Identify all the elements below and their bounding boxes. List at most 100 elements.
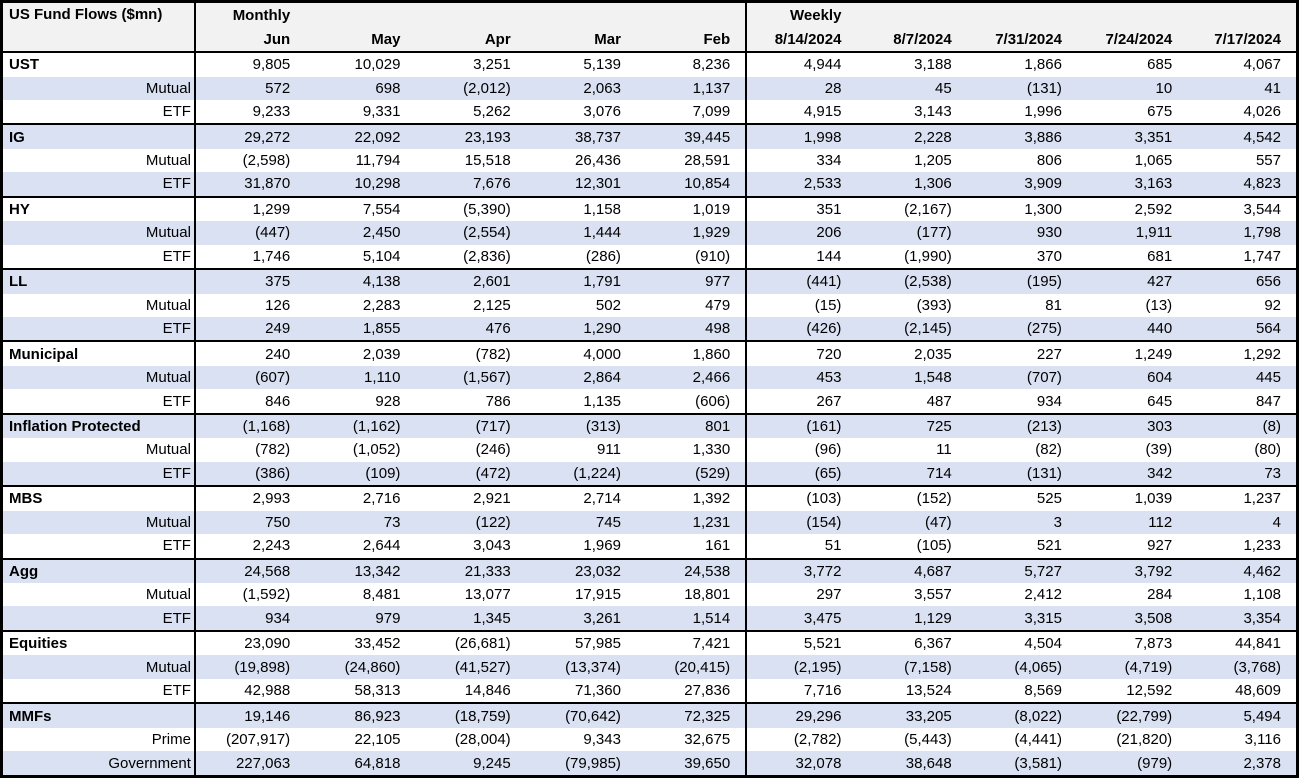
value-cell: (7,158) (856, 655, 967, 679)
value-cell: 1,866 (966, 51, 1077, 77)
value-cell: 161 (705, 537, 731, 555)
value-cell: (246) (475, 441, 511, 459)
value-cell: 2,921 (415, 485, 526, 511)
table-row: ETF 2,243 2,644 3,043 1,969 161 51 (105) 521 927 1… (1, 533, 1298, 559)
value-cell: 28,591 (684, 152, 731, 170)
row-label: ETF (1, 678, 196, 704)
value-cell: (213) (966, 412, 1077, 439)
date-column-header: 7/31/2024 (966, 27, 1077, 53)
value-cell: 2,450 (305, 221, 416, 245)
value-cell: 86,923 (305, 702, 416, 728)
value-cell: (2,195) (745, 655, 857, 679)
month-column-header: Feb (635, 27, 747, 53)
value-cell: (103) (745, 485, 857, 511)
value-cell: (122) (415, 510, 526, 534)
value-cell: 934 (194, 606, 306, 631)
value-cell: 58,313 (354, 681, 401, 699)
value-cell: 928 (375, 392, 401, 410)
value-cell: (910) (695, 247, 731, 265)
value-cell: 1,292 (1187, 340, 1298, 367)
value-cell: 24,538 (635, 557, 747, 584)
table-row: ETF 249 1,855 476 1,290 498 (426) (2,145) (275) 4… (1, 316, 1298, 342)
value-cell: (707) (966, 366, 1077, 390)
row-label: Mutual (1, 510, 196, 534)
value-cell: (441) (745, 268, 857, 294)
table-row: UST 9,805 10,029 3,251 5,139 8,236 4,944 3,188 1… (1, 51, 1298, 77)
row-label: Mutual (1, 76, 196, 100)
value-cell: (3,768) (1187, 655, 1298, 679)
value-cell: 502 (595, 296, 621, 314)
value-cell: 72,325 (635, 702, 747, 728)
value-cell: (782) (255, 441, 291, 459)
value-cell: (195) (966, 268, 1077, 294)
value-cell: 48,609 (1235, 681, 1281, 699)
value-cell: 297 (745, 583, 857, 607)
value-cell: 17,915 (575, 586, 621, 604)
category-label: MBS (1, 485, 196, 511)
table-row: IG 29,272 22,092 23,193 38,737 39,445 1,998 2,2… (1, 123, 1298, 149)
value-cell: 11 (936, 441, 952, 459)
row-label: ETF (1, 606, 196, 631)
value-cell: 4,915 (745, 99, 857, 125)
value-cell: 1,019 (635, 195, 747, 222)
value-cell: 3,354 (1187, 606, 1298, 631)
value-cell: 206 (745, 221, 857, 245)
row-label: Mutual (1, 293, 196, 317)
value-cell: 2,533 (745, 172, 857, 197)
value-cell: 342 (1076, 461, 1188, 487)
value-cell: 284 (1147, 586, 1173, 604)
value-cell: 64,818 (305, 751, 416, 777)
value-cell: 13,524 (905, 681, 952, 699)
value-cell: 12,301 (525, 172, 636, 197)
value-cell: 1,860 (635, 340, 747, 367)
value-cell: 42,988 (244, 681, 291, 699)
value-cell: 930 (966, 221, 1077, 245)
value-cell: 3,909 (966, 172, 1077, 197)
value-cell: 911 (597, 441, 621, 459)
value-cell: 3,508 (1076, 606, 1188, 631)
value-cell: 23,090 (194, 629, 306, 656)
value-cell: 2,592 (1076, 195, 1188, 222)
value-cell: 5,727 (966, 557, 1077, 584)
table-row: Mutual 572 698 (2,012) 2,063 1,137 28 45 (131) 10… (1, 76, 1298, 100)
row-label: Mutual (1, 221, 196, 245)
value-cell: 23,032 (525, 557, 636, 584)
value-cell: 440 (1076, 316, 1188, 342)
table-row: MBS 2,993 2,716 2,921 2,714 1,392 (103) (152) 52… (1, 485, 1298, 511)
value-cell: 38,737 (525, 123, 636, 149)
value-cell: 2,716 (305, 485, 416, 511)
value-cell: (1,168) (194, 412, 306, 439)
value-cell: 4,944 (745, 51, 857, 77)
value-cell: 5,521 (745, 629, 857, 656)
value-cell: 604 (1076, 366, 1188, 390)
row-label: Mutual (1, 655, 196, 679)
value-cell: (1,224) (525, 461, 636, 487)
row-label: Prime (1, 727, 196, 752)
table-row: ETF 934 979 1,345 3,261 1,514 3,475 1,129 3,315 3… (1, 606, 1298, 631)
value-cell: (82) (1035, 441, 1062, 459)
value-cell: 81 (1045, 296, 1062, 314)
value-cell: (607) (194, 366, 306, 390)
table-row: Mutual (1,592) 8,481 13,077 17,915 18,801 297 3… (1, 583, 1298, 607)
value-cell: 9,805 (194, 51, 306, 77)
value-cell: (28,004) (454, 730, 511, 748)
category-label: Agg (1, 557, 196, 584)
value-cell: (5,390) (415, 195, 526, 222)
value-cell: 2,039 (305, 340, 416, 367)
value-cell: 8,569 (1024, 681, 1062, 699)
value-cell: (275) (966, 316, 1077, 342)
value-cell: 73 (305, 510, 416, 534)
table-row: Government 227,063 64,818 9,245 (79,985) 39,6… (1, 751, 1298, 777)
value-cell: 27,836 (684, 681, 731, 699)
value-cell: 7,716 (745, 678, 857, 704)
value-cell: (606) (695, 392, 731, 410)
value-cell: 1,969 (583, 537, 621, 555)
value-cell: 1,290 (525, 316, 636, 342)
value-cell: 3,043 (473, 537, 511, 555)
value-cell: (154) (745, 510, 857, 534)
value-cell: (1,990) (904, 247, 952, 265)
value-cell: (18,759) (415, 702, 526, 728)
value-cell: 9,331 (362, 103, 401, 121)
table-row: HY 1,299 7,554 (5,390) 1,158 1,019 351 (2,167) 1… (1, 195, 1298, 222)
value-cell: 2,378 (1187, 751, 1298, 777)
